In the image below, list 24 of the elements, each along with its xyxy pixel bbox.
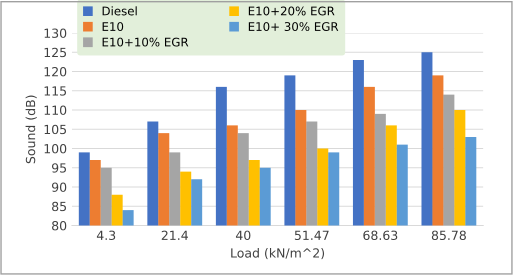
y-tick-label: 115 (44, 86, 66, 96)
y-tick-label: 125 (44, 48, 66, 58)
y-tick-label: 130 (44, 28, 66, 38)
y-tick-label: 120 (44, 66, 66, 76)
legend-label: E10+10% EGR (102, 38, 188, 47)
x-tick-label: 21.4 (162, 230, 188, 240)
y-axis-title: Sound (dB) (26, 96, 37, 164)
x-tick-label: 68.63 (363, 230, 398, 240)
y-tick-label: 110 (44, 105, 66, 115)
legend-label: E10+20% EGR (248, 6, 335, 16)
y-tick-label: 100 (44, 144, 66, 154)
y-tick-label: 105 (44, 124, 66, 134)
y-tick-label: 90 (52, 182, 66, 192)
y-tick-label: 95 (52, 163, 66, 173)
legend-label: Diesel (102, 6, 137, 16)
x-axis-title: Load (kN/m^2) (231, 248, 324, 260)
y-tick-label: 85 (52, 202, 66, 212)
x-tick-label: 40 (236, 230, 250, 240)
y-tick-label: 80 (52, 220, 66, 230)
x-tick-label: 4.3 (96, 230, 116, 240)
x-tick-label: 51.47 (294, 230, 329, 240)
legend-label: E10+ 30% EGR (248, 22, 338, 31)
x-tick-label: 85.78 (432, 230, 466, 240)
legend-label: E10 (102, 22, 124, 31)
